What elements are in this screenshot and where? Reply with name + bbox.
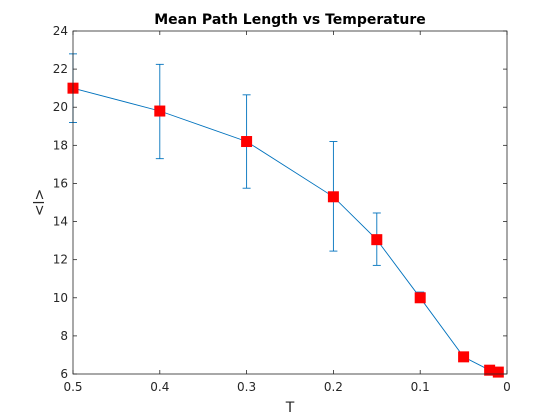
y-tick-label: 24 <box>53 24 68 38</box>
y-tick-label: 10 <box>53 291 68 305</box>
data-point <box>241 136 253 148</box>
y-tick-label: 18 <box>53 138 68 152</box>
x-axis-label: T <box>285 400 295 416</box>
x-tick-label: 0.1 <box>411 380 430 394</box>
x-tick-label: 0 <box>503 380 511 394</box>
y-tick-label: 16 <box>53 176 68 190</box>
series-layer <box>67 53 504 378</box>
data-point <box>458 351 470 363</box>
y-tick-label: 20 <box>53 100 68 114</box>
plot-frame <box>72 30 508 375</box>
y-tick-label: 14 <box>53 215 68 229</box>
y-axis-label: <l> <box>32 189 48 216</box>
plot-background <box>73 31 507 374</box>
y-tick-label: 6 <box>60 367 68 381</box>
x-tick-label: 0.5 <box>63 380 82 394</box>
data-point <box>327 191 339 203</box>
chart-title: Mean Path Length vs Temperature <box>154 12 426 28</box>
data-point <box>154 105 166 117</box>
data-point <box>414 292 426 304</box>
x-tick-label: 0.4 <box>150 380 169 394</box>
tick-layer: 0.5 0.4 0.3 0.2 0.1 0 6 8 10 12 14 16 18 20 22 24 <box>53 24 511 394</box>
x-tick-label: 0.2 <box>324 380 343 394</box>
y-tick-label: 8 <box>60 329 68 343</box>
data-point <box>492 366 504 378</box>
data-point <box>371 234 383 246</box>
y-tick-label: 22 <box>53 62 68 76</box>
y-tick-label: 12 <box>53 253 68 267</box>
x-tick-label: 0.3 <box>237 380 256 394</box>
